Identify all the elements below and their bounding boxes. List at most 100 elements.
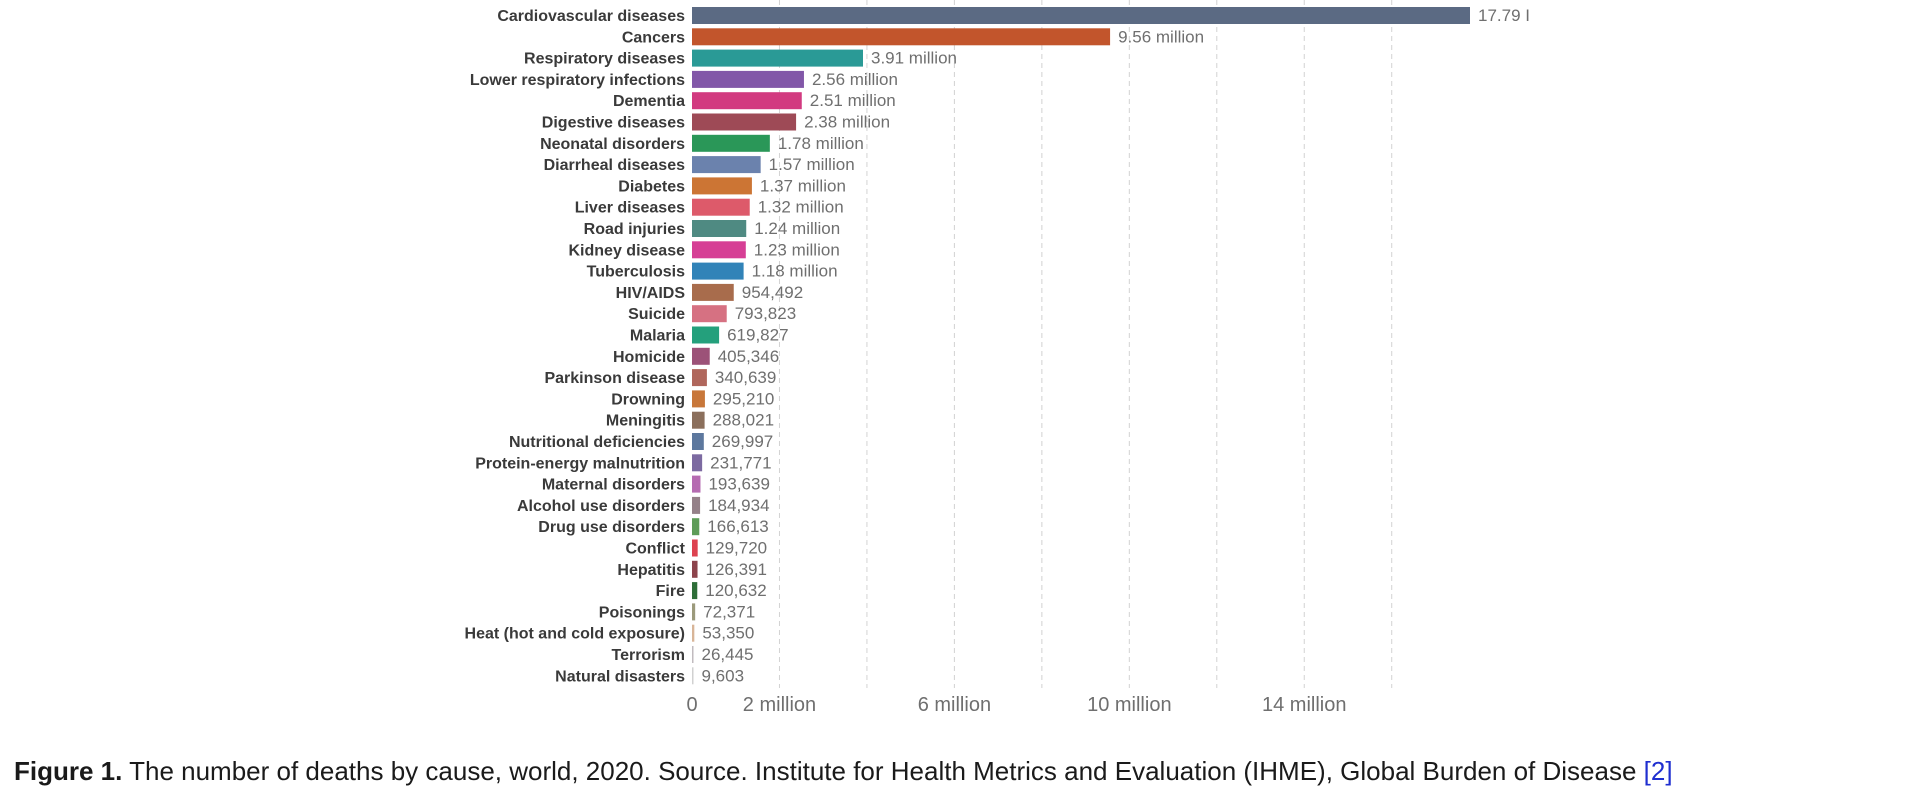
category-label: Terrorism bbox=[611, 647, 685, 664]
value-label: 9.56 million bbox=[1118, 27, 1204, 46]
bar bbox=[692, 305, 727, 323]
value-label: 295,210 bbox=[713, 389, 774, 408]
bar bbox=[692, 347, 710, 365]
category-labels: Cardiovascular diseases Cancers Respirator… bbox=[465, 8, 686, 685]
value-label: 793,823 bbox=[735, 304, 796, 323]
bar bbox=[692, 475, 701, 493]
category-label: Drowning bbox=[611, 391, 685, 408]
category-label: Alcohol use disorders bbox=[517, 498, 685, 515]
value-label: 26,445 bbox=[702, 645, 754, 664]
category-label: Fire bbox=[656, 583, 685, 600]
value-label: 1.24 million bbox=[754, 219, 840, 238]
value-label: 1.57 million bbox=[769, 155, 855, 174]
category-label: Diarrheal diseases bbox=[544, 157, 686, 174]
category-label: Protein-energy malnutrition bbox=[475, 455, 685, 472]
bar bbox=[692, 667, 694, 685]
deaths-by-cause-chart: Cardiovascular diseases Cancers Respirator… bbox=[465, 0, 1531, 716]
value-label: 193,639 bbox=[708, 475, 769, 494]
bar bbox=[692, 454, 703, 472]
category-label: Maternal disorders bbox=[542, 477, 685, 494]
value-label: 954,492 bbox=[742, 283, 803, 302]
category-label: Cancers bbox=[622, 29, 685, 46]
value-label: 1.23 million bbox=[754, 240, 840, 259]
bar bbox=[692, 646, 694, 663]
category-label: Cardiovascular diseases bbox=[497, 8, 685, 25]
category-label: Homicide bbox=[613, 349, 685, 366]
bar bbox=[692, 134, 770, 152]
bar bbox=[692, 7, 1470, 24]
category-label: Neonatal disorders bbox=[540, 136, 685, 153]
category-label: Parkinson disease bbox=[544, 370, 685, 387]
bar bbox=[692, 539, 698, 557]
tick-label: 14 million bbox=[1262, 694, 1346, 716]
gridlines bbox=[778, 0, 1393, 688]
value-label: 17.79 I bbox=[1478, 6, 1530, 25]
value-label: 619,827 bbox=[727, 326, 788, 345]
bar bbox=[692, 241, 746, 259]
value-label: 1.32 million bbox=[758, 198, 844, 217]
value-label: 1.37 million bbox=[760, 176, 846, 195]
bar bbox=[692, 411, 705, 429]
category-label: Nutritional deficiencies bbox=[509, 434, 685, 451]
bar bbox=[692, 390, 705, 408]
value-label: 269,997 bbox=[712, 432, 773, 451]
figure-label: Figure 1. bbox=[14, 756, 123, 786]
bar bbox=[692, 560, 698, 578]
figure-caption: Figure 1. The number of deaths by cause,… bbox=[14, 756, 1914, 787]
x-axis-ticks: 0 2 million 6 million 10 million 14 million bbox=[686, 694, 1346, 716]
bar bbox=[692, 603, 696, 621]
category-label: Suicide bbox=[628, 306, 685, 323]
category-label: Lower respiratory infections bbox=[470, 72, 685, 89]
bar bbox=[692, 433, 704, 450]
value-label: 126,391 bbox=[706, 560, 767, 579]
value-label: 9,603 bbox=[702, 666, 745, 685]
value-label: 2.38 million bbox=[804, 113, 890, 132]
bar bbox=[692, 177, 752, 195]
category-label: Heat (hot and cold exposure) bbox=[465, 626, 685, 643]
bar bbox=[692, 624, 695, 642]
tick-label: 2 million bbox=[743, 694, 816, 716]
bar bbox=[692, 28, 1111, 46]
value-label: 1.78 million bbox=[778, 134, 864, 153]
category-label: Tuberculosis bbox=[587, 264, 685, 281]
bars bbox=[692, 7, 1470, 685]
category-label: Respiratory diseases bbox=[524, 51, 685, 68]
category-label: Dementia bbox=[613, 93, 685, 110]
bar bbox=[692, 198, 750, 216]
tick-label: 0 bbox=[686, 694, 697, 716]
value-label: 3.91 million bbox=[871, 49, 957, 68]
caption-text: The number of deaths by cause, world, 20… bbox=[122, 756, 1644, 786]
bar bbox=[692, 262, 744, 280]
category-label: Malaria bbox=[630, 328, 685, 345]
value-label: 184,934 bbox=[708, 496, 769, 515]
bar bbox=[692, 496, 701, 514]
value-label: 231,771 bbox=[710, 453, 771, 472]
value-label: 166,613 bbox=[707, 517, 768, 536]
value-label: 129,720 bbox=[706, 539, 767, 558]
bar bbox=[692, 156, 761, 174]
tick-label: 6 million bbox=[918, 694, 991, 716]
value-labels: 17.79 I 9.56 million 3.91 million 2.56 mill… bbox=[702, 6, 1531, 685]
value-label: 405,346 bbox=[718, 347, 779, 366]
reference-link[interactable]: [2] bbox=[1643, 756, 1673, 786]
bar bbox=[692, 113, 797, 131]
bar bbox=[692, 582, 698, 600]
category-label: Conflict bbox=[625, 541, 685, 558]
category-label: Meningitis bbox=[606, 413, 685, 430]
category-label: HIV/AIDS bbox=[616, 285, 686, 302]
category-label: Diabetes bbox=[618, 178, 685, 195]
category-label: Drug use disorders bbox=[538, 519, 685, 536]
value-label: 2.51 million bbox=[810, 91, 896, 110]
tick-label: 10 million bbox=[1087, 694, 1171, 716]
value-label: 340,639 bbox=[715, 368, 776, 387]
bar bbox=[692, 220, 747, 237]
category-label: Poisonings bbox=[599, 604, 685, 621]
value-label: 120,632 bbox=[705, 581, 766, 600]
category-label: Kidney disease bbox=[569, 242, 686, 259]
bar bbox=[692, 369, 707, 387]
value-label: 288,021 bbox=[713, 411, 774, 430]
bar bbox=[692, 49, 863, 67]
category-label: Natural disasters bbox=[555, 668, 685, 685]
bar bbox=[692, 70, 804, 88]
category-label: Hepatitis bbox=[617, 562, 685, 579]
